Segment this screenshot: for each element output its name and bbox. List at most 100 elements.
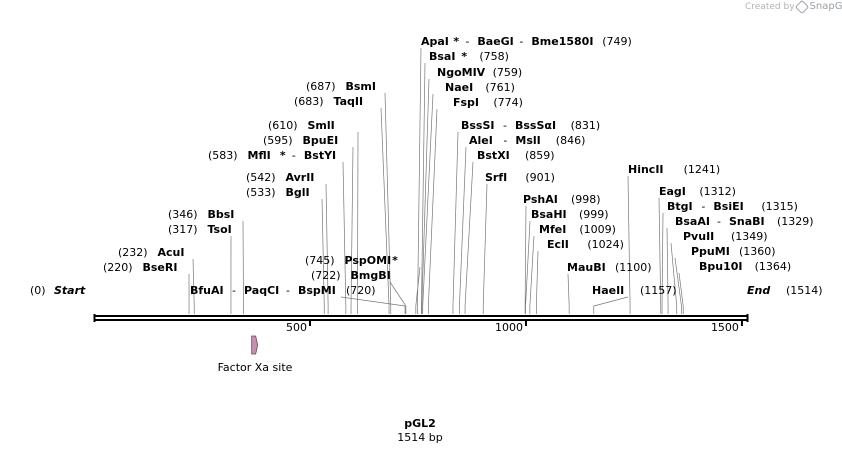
enzyme-name: PshAI xyxy=(523,193,558,206)
feature-factor-xa: Factor Xa site xyxy=(218,335,293,374)
enzyme-site: (346) BbsI xyxy=(168,208,234,221)
enzyme-name: BbsI xyxy=(208,208,235,221)
enzyme-site: BtgI - BsiEI (1315) xyxy=(667,200,798,213)
enzyme-guide-line xyxy=(482,183,488,307)
enzyme-guide-line xyxy=(417,47,422,307)
enzyme-name: BsaI xyxy=(429,50,455,63)
map-subtitle: 1514 bp xyxy=(397,431,442,444)
enzyme-guide-line xyxy=(535,250,539,307)
enzyme-name: MflI xyxy=(248,149,271,162)
enzyme-guide-line xyxy=(342,161,347,307)
enzyme-guide-line xyxy=(658,197,662,307)
enzyme-site: (610) SmlI xyxy=(268,119,335,132)
enzyme-name: HaeII xyxy=(592,284,624,297)
enzyme-name: BpuEI xyxy=(303,134,339,147)
sequence-backbone xyxy=(93,314,749,322)
enzyme-separator: - xyxy=(701,200,705,213)
enzyme-name: BsaHI xyxy=(531,208,567,221)
enzyme-name: BtgI xyxy=(667,200,693,213)
enzyme-guide-line xyxy=(192,258,195,307)
enzyme-position: (774) xyxy=(493,96,523,109)
enzyme-name: SnaBI xyxy=(729,215,765,228)
enzyme-name: EclI xyxy=(547,238,569,251)
enzyme-guide-line xyxy=(321,198,325,307)
enzyme-guide-line xyxy=(670,242,678,307)
enzyme-name: AcuI xyxy=(158,246,185,259)
start-position-label: (0) xyxy=(30,284,46,297)
enzyme-site: (683) TaqII xyxy=(294,95,363,108)
enzyme-site: (745) PspOMI * xyxy=(305,254,398,267)
enzyme-name: BsiEI xyxy=(713,200,743,213)
enzyme-position: (1009) xyxy=(579,223,616,236)
enzyme-name: SmlI xyxy=(308,119,335,132)
end-label: End xyxy=(747,284,770,297)
enzyme-position: (595) xyxy=(263,134,293,147)
enzyme-site: Bpu10I (1364) xyxy=(699,260,791,273)
enzyme-position: (859) xyxy=(525,149,555,162)
enzyme-site: BsaAI - SnaBI (1329) xyxy=(675,215,814,228)
enzyme-site: BsaHI (999) xyxy=(531,208,609,221)
enzyme-position: (758) xyxy=(479,50,509,63)
enzyme-site: (317) TsoI xyxy=(168,223,232,236)
enzyme-guide-line xyxy=(350,146,354,307)
enzyme-position: (759) xyxy=(493,66,523,79)
enzyme-star: * xyxy=(280,149,286,162)
enzyme-site: HaeII (1157) xyxy=(592,284,677,297)
enzyme-position: (346) xyxy=(168,208,198,221)
enzyme-site: (687) BsmI xyxy=(306,80,376,93)
enzyme-name: NgoMIV xyxy=(437,66,486,79)
enzyme-site: (232) AcuI xyxy=(118,246,184,259)
enzyme-position: (533) xyxy=(246,186,276,199)
enzyme-position: (1100) xyxy=(615,261,652,274)
enzyme-guide-line xyxy=(627,175,631,307)
enzyme-name: AleI xyxy=(469,134,493,147)
enzyme-name: AvrII xyxy=(286,171,315,184)
enzyme-position: (1024) xyxy=(587,238,624,251)
enzyme-guide-line xyxy=(666,227,669,307)
enzyme-name: MfeI xyxy=(539,223,566,236)
enzyme-position: (1364) xyxy=(755,260,792,273)
enzyme-name: ApaI xyxy=(421,35,449,48)
enzyme-position: (1241) xyxy=(684,163,721,176)
enzyme-position: (901) xyxy=(525,171,555,184)
enzyme-name: BssSI xyxy=(461,119,495,132)
enzyme-guide-line xyxy=(593,296,629,307)
enzyme-position: (722) xyxy=(311,269,341,282)
enzyme-guide-line xyxy=(384,92,392,307)
enzyme-position: (745) xyxy=(305,254,335,267)
enzyme-guide-lines xyxy=(188,47,684,314)
snapgene-credit: Created by SnapGene xyxy=(745,0,842,14)
enzyme-site: SrfI (901) xyxy=(485,171,555,184)
enzyme-name: PspOMI xyxy=(345,254,392,267)
enzyme-site: MauBI (1100) xyxy=(567,261,652,274)
enzyme-guide-line xyxy=(325,183,329,307)
enzyme-name: FspI xyxy=(453,96,479,109)
enzyme-guide-line xyxy=(678,272,684,307)
enzyme-name: TsoI xyxy=(208,223,232,236)
enzyme-guide-line xyxy=(567,273,570,307)
enzyme-site: MfeI (1009) xyxy=(539,223,616,236)
enzyme-separator: - xyxy=(286,284,290,297)
enzyme-name: PaqCI xyxy=(244,284,279,297)
enzyme-position: (583) xyxy=(208,149,238,162)
enzyme-position: (761) xyxy=(485,81,515,94)
enzyme-separator: - xyxy=(232,284,236,297)
enzyme-separator: - xyxy=(465,35,469,48)
enzyme-name: BstXI xyxy=(477,149,510,162)
enzyme-name: Bpu10I xyxy=(699,260,743,273)
enzyme-name: BmgBI xyxy=(351,269,391,282)
enzyme-position: (687) xyxy=(306,80,336,93)
enzyme-site: ApaI * - BaeGI - Bme1580I (749) xyxy=(421,35,632,48)
enzyme-site: (220) BseRI xyxy=(103,261,177,274)
enzyme-position: (720) xyxy=(346,284,376,297)
enzyme-position: (1360) xyxy=(739,245,776,258)
enzyme-site: (533) BglI xyxy=(246,186,310,199)
enzyme-site: PvuII (1349) xyxy=(683,230,768,243)
credit-text: Created by xyxy=(745,2,795,12)
end-position-label: (1514) xyxy=(786,284,823,297)
enzyme-position: (999) xyxy=(579,208,609,221)
enzyme-site: BssSI - BssSαI (831) xyxy=(461,119,600,132)
tick-label-1000: 1000 xyxy=(495,321,523,334)
enzyme-position: (846) xyxy=(556,134,586,147)
